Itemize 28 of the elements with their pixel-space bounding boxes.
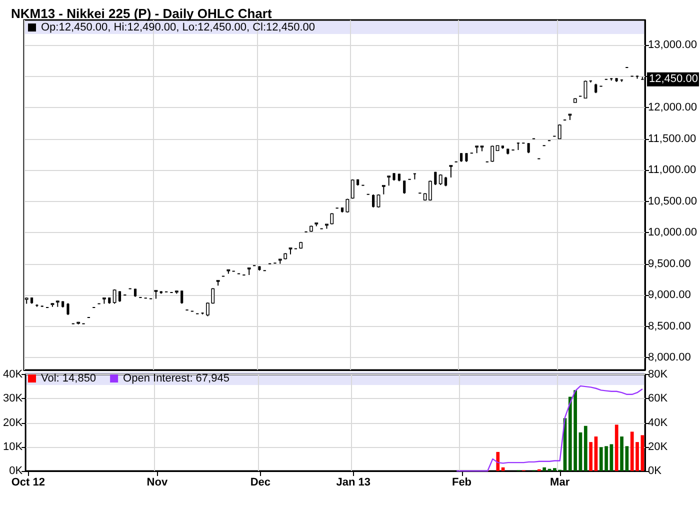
- y2-tick-label: 60K: [648, 392, 668, 405]
- legend-label: Op:12,450.00, Hi:12,490.00, Lo:12,450.00, Cl:12,450.00: [41, 22, 315, 34]
- y-tick-label: 12,000.00: [648, 102, 697, 114]
- y-tick-label: 30K: [2, 392, 24, 405]
- x-tick-label: Feb: [452, 476, 472, 488]
- y-tick-label: 10,000.00: [648, 226, 697, 238]
- y-tick-label: 10,500.00: [648, 195, 697, 208]
- legend-label: Open Interest: 67,945: [123, 372, 230, 384]
- x-tick-label: Oct 12: [11, 476, 45, 488]
- y-tick-label: 10K: [2, 440, 24, 453]
- legend-label: Vol: 14,850: [41, 372, 96, 384]
- y-tick-label: 8,500.00: [648, 320, 691, 332]
- y-tick-label: 13,000.00: [648, 39, 697, 51]
- x-tick-label: Dec: [250, 476, 271, 488]
- y2-tick-label: 80K: [648, 368, 668, 380]
- y-tick-label: 9,500.00: [648, 258, 691, 270]
- text: 12,450.00: [649, 72, 698, 85]
- y-tick-label: 11,000.00: [648, 164, 696, 176]
- y-tick-label: 0K: [9, 465, 24, 477]
- y-tick-label: 20K: [2, 416, 24, 429]
- y-tick-label: 11,500.00: [648, 132, 696, 145]
- chart-title: NKM13 - Nikkei 225 (P) - Daily OHLC Chart: [11, 6, 272, 21]
- y-tick-label: 8,000.00: [648, 352, 691, 364]
- x-tick-label: Mar: [550, 476, 570, 488]
- x-tick-label: Jan 13: [336, 476, 370, 488]
- x-tick-label: Nov: [146, 476, 168, 488]
- y-tick-label: 9,000.00: [648, 289, 691, 301]
- y-tick-label: 40K: [2, 368, 24, 380]
